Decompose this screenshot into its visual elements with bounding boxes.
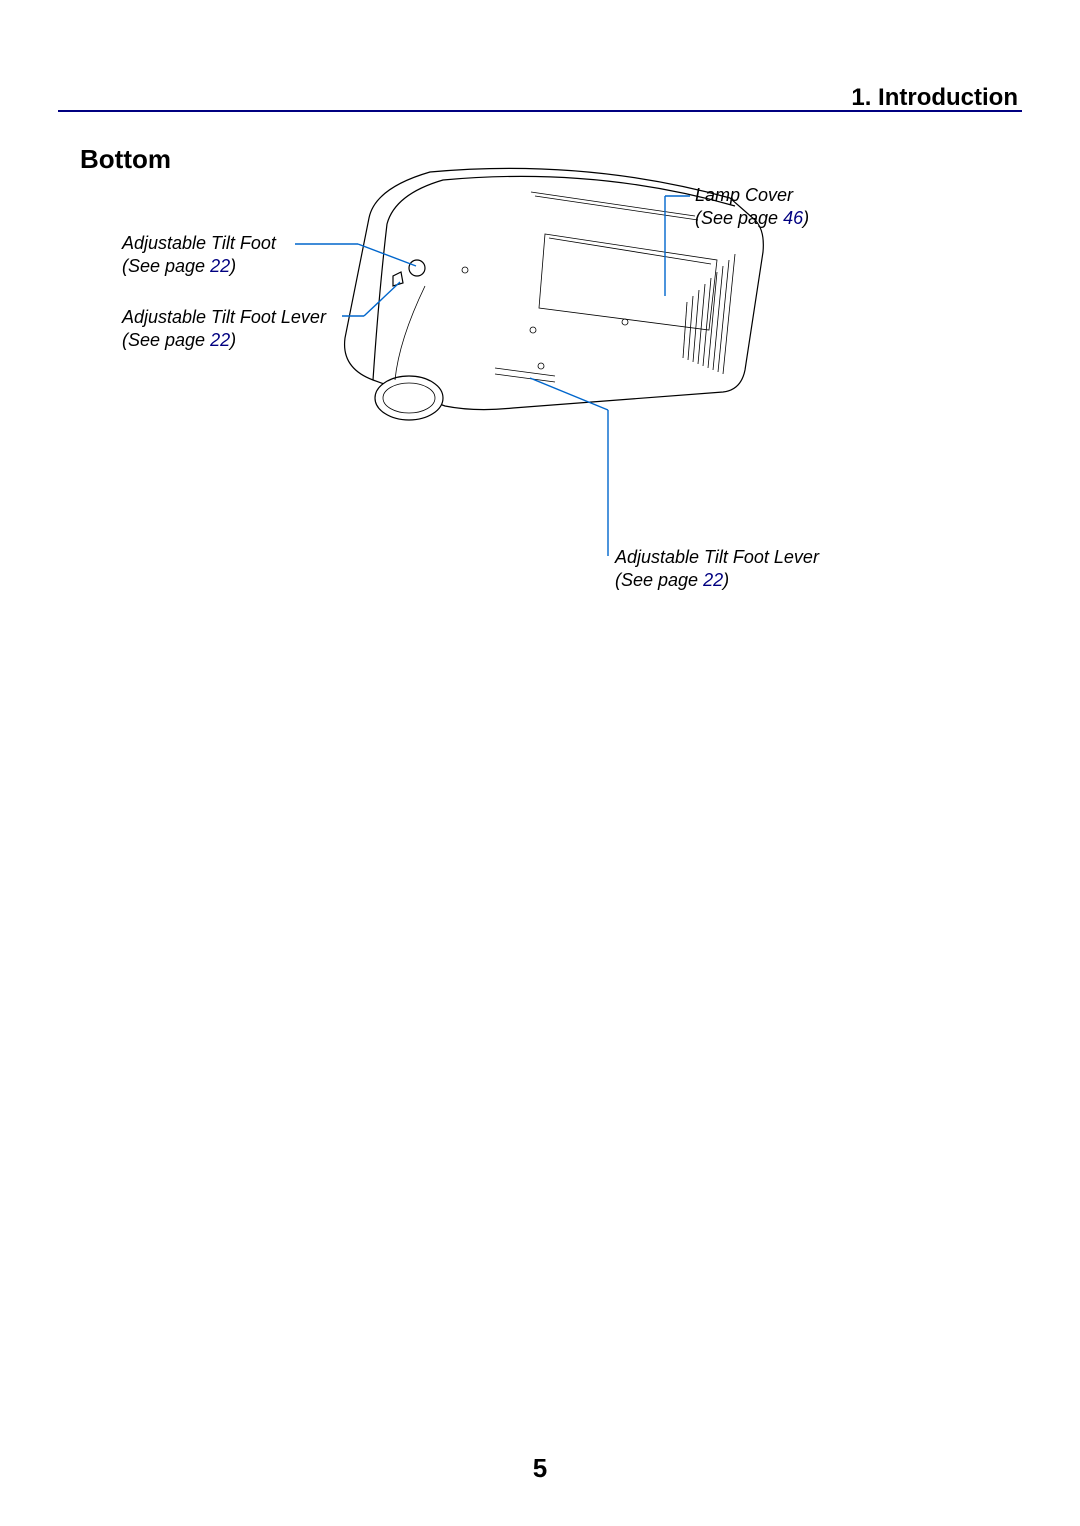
label-lamp-cover: Lamp Cover (See page 46) <box>695 184 809 229</box>
see-prefix: (See page <box>695 208 783 228</box>
see-prefix: (See page <box>615 570 703 590</box>
page-ref-link[interactable]: 22 <box>703 570 723 590</box>
label-tilt-lever-left: Adjustable Tilt Foot Lever (See page 22) <box>122 306 326 351</box>
label-tilt-lever-right: Adjustable Tilt Foot Lever (See page 22) <box>615 546 819 591</box>
see-suffix: ) <box>230 330 236 350</box>
label-tilt-lever-left-text: Adjustable Tilt Foot Lever <box>122 307 326 327</box>
page-ref-link[interactable]: 46 <box>783 208 803 228</box>
page: 1. Introduction Bottom .ln { fill: none;… <box>0 0 1080 1526</box>
page-ref-link[interactable]: 22 <box>210 330 230 350</box>
page-ref-link[interactable]: 22 <box>210 256 230 276</box>
label-tilt-foot-text: Adjustable Tilt Foot <box>122 233 276 253</box>
see-suffix: ) <box>230 256 236 276</box>
see-suffix: ) <box>803 208 809 228</box>
chapter-label: 1. Introduction <box>851 84 1018 112</box>
section-title: Bottom <box>80 144 171 175</box>
header-rule <box>58 110 1022 112</box>
label-lamp-cover-text: Lamp Cover <box>695 185 793 205</box>
see-suffix: ) <box>723 570 729 590</box>
label-tilt-lever-right-text: Adjustable Tilt Foot Lever <box>615 547 819 567</box>
label-tilt-foot: Adjustable Tilt Foot (See page 22) <box>122 232 276 277</box>
see-prefix: (See page <box>122 256 210 276</box>
see-prefix: (See page <box>122 330 210 350</box>
page-number: 5 <box>0 1453 1080 1484</box>
